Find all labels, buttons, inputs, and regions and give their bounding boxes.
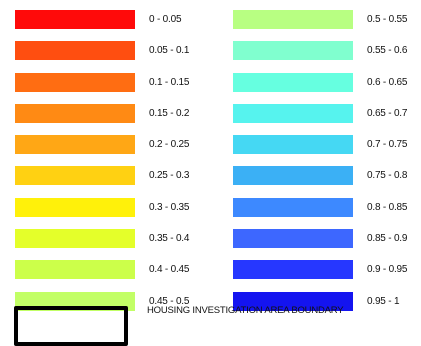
legend-item: 0.1 - 0.15 <box>15 72 190 92</box>
legend-swatch <box>233 103 353 123</box>
legend-item: 0.05 - 0.1 <box>15 41 190 61</box>
legend-swatch <box>233 291 353 311</box>
legend-boundary-item: HOUSING INVESTIGATION AREA BOUNDARY <box>14 305 344 346</box>
legend-swatch <box>15 41 135 61</box>
legend-label: 0.95 - 1 <box>367 295 400 307</box>
legend-label: 0.15 - 0.2 <box>149 107 190 119</box>
legend-label: 0.1 - 0.15 <box>149 76 190 88</box>
legend-label: 0.9 - 0.95 <box>367 264 408 276</box>
legend-label: 0.3 - 0.35 <box>149 201 190 213</box>
legend-label: 0.8 - 0.85 <box>367 201 408 213</box>
legend-label: 0.05 - 0.1 <box>149 45 190 57</box>
legend-swatch <box>15 72 135 92</box>
legend-swatch <box>15 103 135 123</box>
legend-swatch <box>233 10 353 29</box>
legend-swatch <box>233 72 353 92</box>
legend-column-left: 0 - 0.05 0.05 - 0.1 0.1 - 0.15 0.15 - 0.2 0.… <box>15 10 189 323</box>
legend-label: 0.35 - 0.4 <box>149 233 190 245</box>
legend-item: 0.3 - 0.35 <box>15 197 190 217</box>
legend-swatch <box>233 229 353 249</box>
legend-swatch <box>15 260 135 280</box>
legend-swatch <box>233 41 353 61</box>
legend-column-right: 0.5 - 0.55 0.55 - 0.6 0.6 - 0.65 0.65 - 0.7… <box>233 10 407 323</box>
legend-item: 0 - 0.05 <box>15 10 189 29</box>
legend-item: 0.9 - 0.95 <box>233 260 408 280</box>
boundary-label: HOUSING INVESTIGATION AREA BOUNDARY <box>147 305 344 316</box>
legend-swatch <box>233 197 353 217</box>
legend-item: 0.65 - 0.7 <box>233 103 408 123</box>
legend-swatch <box>233 166 353 186</box>
legend-item: 0.25 - 0.3 <box>15 166 190 186</box>
legend-label: 0.85 - 0.9 <box>367 233 408 245</box>
legend-item: 0.8 - 0.85 <box>233 197 408 217</box>
legend-item: 0.5 - 0.55 <box>233 10 407 29</box>
legend-swatch <box>15 166 135 186</box>
legend-label: 0.5 - 0.55 <box>367 14 408 25</box>
legend-swatch <box>233 135 353 155</box>
legend-item: 0.45 - 0.5 <box>15 291 190 311</box>
legend-swatch <box>15 10 135 29</box>
legend-swatch <box>15 135 135 155</box>
legend-label: 0.65 - 0.7 <box>367 107 408 119</box>
boundary-outline-swatch <box>14 306 128 346</box>
legend-label: 0 - 0.05 <box>149 14 182 25</box>
legend-label: 0.2 - 0.25 <box>149 139 190 151</box>
legend-item: 0.6 - 0.65 <box>233 72 408 92</box>
legend-item: 0.2 - 0.25 <box>15 135 190 155</box>
legend-swatch <box>15 197 135 217</box>
legend-item: 0.95 - 1 <box>233 291 407 311</box>
legend-item: 0.4 - 0.45 <box>15 260 190 280</box>
legend-swatch <box>233 260 353 280</box>
legend-swatch <box>15 229 135 249</box>
map-legend: 0 - 0.05 0.05 - 0.1 0.1 - 0.15 0.15 - 0.2 0.… <box>14 10 407 346</box>
legend-label: 0.25 - 0.3 <box>149 170 190 182</box>
legend-item: 0.35 - 0.4 <box>15 229 190 249</box>
legend-label: 0.7 - 0.75 <box>367 139 408 151</box>
legend-label: 0.4 - 0.45 <box>149 264 190 276</box>
legend-label: 0.45 - 0.5 <box>149 295 190 307</box>
legend-item: 0.85 - 0.9 <box>233 229 408 249</box>
legend-label: 0.6 - 0.65 <box>367 76 408 88</box>
legend-item: 0.75 - 0.8 <box>233 166 408 186</box>
legend-label: 0.55 - 0.6 <box>367 45 408 57</box>
legend-item: 0.7 - 0.75 <box>233 135 408 155</box>
legend-swatch <box>15 291 135 311</box>
legend-item: 0.55 - 0.6 <box>233 41 408 61</box>
legend-item: 0.15 - 0.2 <box>15 103 190 123</box>
legend-label: 0.75 - 0.8 <box>367 170 408 182</box>
